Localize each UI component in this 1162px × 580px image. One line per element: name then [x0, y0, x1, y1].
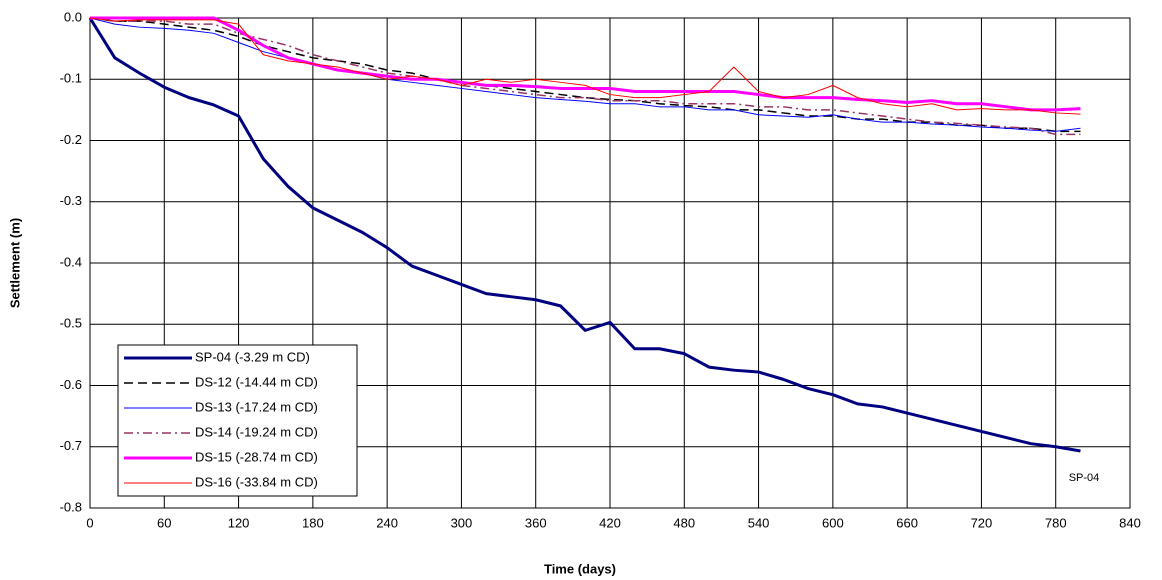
x-tick-label: 300: [451, 515, 473, 530]
series-line: [89, 17, 1081, 132]
legend-box: [117, 344, 358, 497]
plot-frame: [89, 17, 1131, 509]
legend-label: DS-16 (-33.84 m CD): [195, 474, 318, 489]
x-tick-label: 600: [822, 515, 844, 530]
series-line: [89, 17, 1081, 136]
y-tick-label: 0.0: [64, 9, 82, 24]
x-tick-label: 780: [1045, 515, 1067, 530]
x-axis-title: Time (days): [544, 561, 616, 576]
y-tick-label: -0.7: [60, 438, 82, 453]
x-tick-label: 240: [376, 515, 398, 530]
x-tick-label: 720: [971, 515, 993, 530]
y-tick-label: -0.5: [60, 316, 82, 331]
legend-label: DS-14 (-19.24 m CD): [195, 424, 318, 439]
x-tick-label: 120: [228, 515, 250, 530]
x-tick-label: 180: [302, 515, 324, 530]
annotation: SP-04: [1069, 472, 1100, 484]
x-tick-label: 660: [896, 515, 918, 530]
x-tick-label: 840: [1119, 515, 1141, 530]
y-axis-title: Settlement (m): [7, 218, 22, 308]
legend-label: DS-15 (-28.74 m CD): [195, 449, 318, 464]
series-line: [89, 17, 1081, 115]
y-tick-label: -0.3: [60, 193, 82, 208]
y-tick-label: -0.4: [60, 254, 82, 269]
x-tick-label: 420: [599, 515, 621, 530]
legend-label: SP-04 (-3.29 m CD): [195, 349, 310, 364]
x-tick-label: 0: [86, 515, 93, 530]
x-tick-label: 480: [673, 515, 695, 530]
series-line: [89, 17, 1081, 133]
series-line: [88, 17, 1081, 453]
legend-label: DS-13 (-17.24 m CD): [195, 399, 318, 414]
x-tick-label: 540: [748, 515, 770, 530]
x-tick-label: 60: [157, 515, 171, 530]
legend-label: DS-12 (-14.44 m CD): [195, 374, 318, 389]
y-tick-label: -0.8: [60, 499, 82, 514]
x-tick-label: 360: [525, 515, 547, 530]
y-tick-label: -0.1: [60, 71, 82, 86]
series-line: [90, 16, 1081, 112]
y-tick-label: -0.6: [60, 377, 82, 392]
y-tick-label: -0.2: [60, 132, 82, 147]
